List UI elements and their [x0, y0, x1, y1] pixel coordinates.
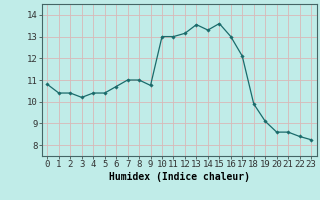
- X-axis label: Humidex (Indice chaleur): Humidex (Indice chaleur): [109, 172, 250, 182]
